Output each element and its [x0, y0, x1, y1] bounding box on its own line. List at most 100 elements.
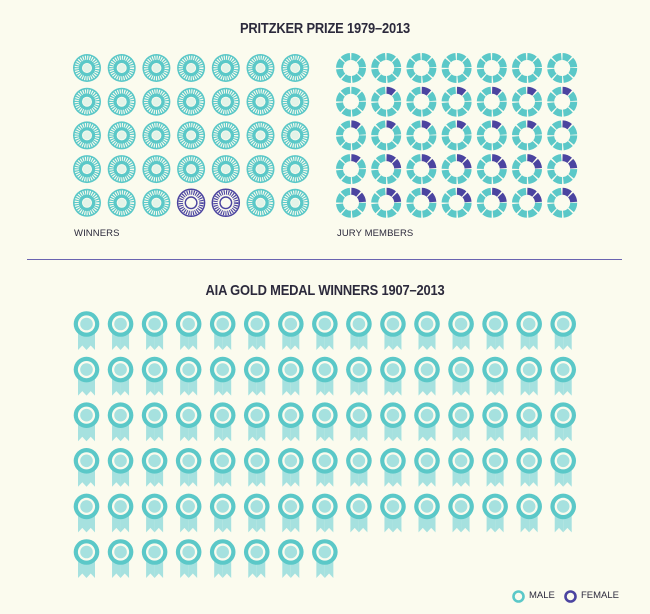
- gold-medal-icon: [312, 356, 338, 396]
- jury-donut-icon: [476, 53, 507, 83]
- winner-rosette-icon: [107, 121, 136, 150]
- gold-medal-icon: [175, 356, 202, 396]
- gold-medal-icon: [414, 402, 440, 442]
- gold-medal-icon: [380, 493, 406, 533]
- gold-medal-icon: [73, 356, 100, 396]
- jury-donut-icon: [336, 86, 366, 117]
- jury-donut-icon: [406, 120, 437, 151]
- gold-medal-icon: [448, 448, 474, 487]
- jury-donut-icon: [336, 187, 366, 218]
- gold-medal-icon: [414, 448, 440, 487]
- jury-donut-icon: [371, 86, 402, 117]
- winner-rosette-icon: [107, 87, 136, 116]
- winner-rosette-icon: [142, 188, 171, 217]
- jury-donut-icon: [336, 120, 366, 151]
- gold-medal-icon: [175, 402, 202, 442]
- gold-medal-icon: [550, 448, 576, 487]
- gold-medal-icon: [141, 539, 168, 578]
- gold-medal-icon: [175, 311, 202, 350]
- winner-rosette-icon: [211, 188, 241, 218]
- gold-medal-icon: [141, 402, 168, 442]
- winner-rosette-icon: [246, 87, 275, 116]
- gold-medal-icon: [73, 539, 100, 578]
- gold-medal-icon: [73, 311, 100, 350]
- jury-donut-icon: [406, 53, 437, 83]
- gold-medal-icon: [209, 493, 236, 533]
- gold-medal-icon: [209, 311, 236, 350]
- legend-female-label: FEMALE: [581, 590, 620, 601]
- winner-rosette-icon: [107, 155, 136, 184]
- winner-rosette-icon: [73, 155, 101, 184]
- jury-donut-icon: [371, 154, 402, 185]
- winner-rosette-icon: [177, 87, 206, 116]
- gold-medal-icon: [550, 356, 576, 396]
- gold-medal-icon: [482, 311, 508, 350]
- gold-medal-icon: [278, 539, 304, 578]
- winner-rosette-icon: [211, 121, 240, 150]
- gold-medal-icon: [278, 448, 304, 487]
- gold-medal-icon: [380, 311, 406, 350]
- gold-medal-icon: [243, 356, 270, 396]
- gold-medal-icon: [448, 356, 474, 396]
- jury-donut-icon: [441, 154, 472, 185]
- gold-medal-icon: [380, 356, 406, 396]
- winner-rosette-icon: [142, 121, 171, 150]
- winner-rosette-icon: [246, 54, 275, 82]
- winner-rosette-icon: [142, 87, 171, 116]
- winner-rosette-icon: [281, 54, 310, 82]
- jury-donut-icon: [336, 53, 366, 83]
- winner-rosette-icon: [281, 87, 310, 116]
- gold-medal-icon: [73, 402, 100, 442]
- winners-label: WINNERS: [74, 228, 120, 239]
- female-swatch-icon: [564, 590, 577, 603]
- jury-donut-icon: [441, 53, 472, 83]
- gold-medal-icon: [516, 311, 542, 350]
- gold-medal-icon: [73, 493, 100, 533]
- winner-rosette-icon: [142, 155, 171, 184]
- gold-medal-icon: [380, 402, 406, 442]
- gold-medal-icon: [107, 448, 134, 487]
- jury-donut-icon: [371, 53, 402, 83]
- gold-medal-icon: [448, 493, 474, 533]
- gold-medal-icon: [516, 402, 542, 442]
- winner-rosette-icon: [281, 155, 310, 184]
- gold-medal-icon: [107, 493, 134, 533]
- winner-rosette-icon: [176, 188, 206, 218]
- gold-medal-icon: [448, 402, 474, 442]
- gold-medal-icon: [243, 311, 270, 350]
- jury-donut-icon: [441, 120, 472, 151]
- gold-medal-icon: [175, 448, 202, 487]
- jury-donut-icon: [476, 187, 507, 218]
- gold-medal-icon: [278, 356, 304, 396]
- gold-medal-icon: [482, 448, 508, 487]
- gold-medal-icon: [346, 311, 372, 350]
- winner-rosette-icon: [177, 54, 206, 82]
- gold-medal-icon: [550, 402, 576, 442]
- gold-medal-icon: [346, 448, 372, 487]
- gold-medal-icon: [312, 448, 338, 487]
- gold-medal-icon: [141, 493, 168, 533]
- jury-donut-icon: [512, 154, 542, 185]
- jury-donut-icon: [547, 187, 578, 218]
- jury-donut-icon: [441, 86, 472, 117]
- winner-rosette-icon: [73, 87, 101, 116]
- gold-medal-icon: [516, 448, 542, 487]
- gold-medal-icon: [209, 539, 236, 578]
- gold-medal-icon: [175, 493, 202, 533]
- winner-rosette-icon: [73, 121, 101, 150]
- gold-medal-icon: [482, 356, 508, 396]
- legend: MALE FEMALE: [512, 588, 622, 604]
- gold-medal-icon: [209, 356, 236, 396]
- winner-rosette-icon: [211, 54, 240, 82]
- gold-medal-icon: [107, 539, 134, 578]
- winner-rosette-icon: [142, 54, 171, 82]
- gold-medal-icon: [516, 493, 542, 533]
- winner-rosette-icon: [281, 121, 310, 150]
- gold-medal-icon: [414, 311, 440, 350]
- jury-donut-icon: [547, 86, 578, 117]
- winner-rosette-icon: [73, 54, 101, 82]
- jury-donut-icon: [476, 154, 507, 185]
- jury-donut-icon: [406, 86, 437, 117]
